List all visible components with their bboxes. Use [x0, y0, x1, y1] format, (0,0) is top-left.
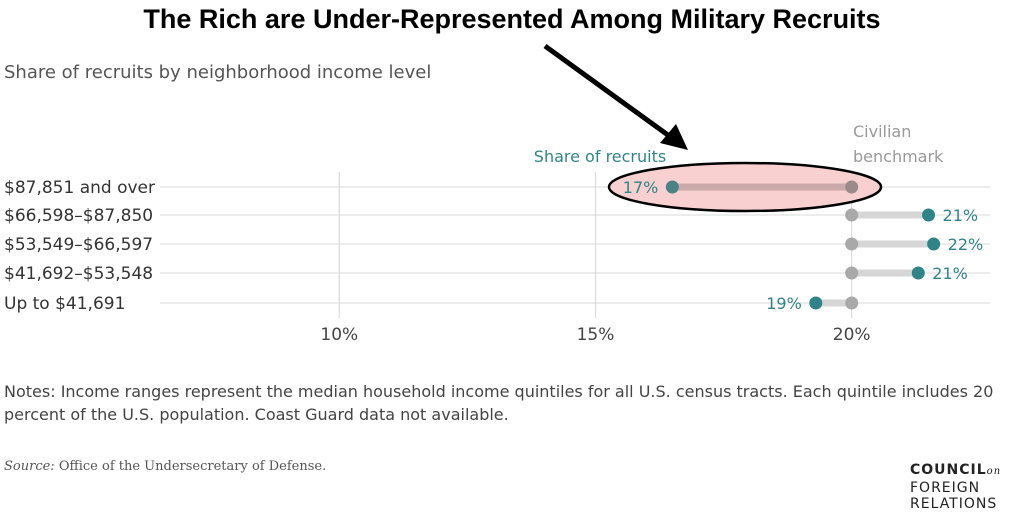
legend-recruits: Share of recruits — [534, 147, 666, 166]
legend-benchmark-line1: Civilian — [853, 122, 911, 141]
cfr-logo: COUNCILon FOREIGN RELATIONS — [910, 462, 1001, 512]
recruits-dot — [911, 266, 925, 280]
source-label: Source: — [4, 459, 55, 474]
category-label: $53,549–$66,597 — [4, 235, 153, 255]
recruits-dot — [665, 180, 679, 194]
chart-notes: Notes: Income ranges represent the media… — [4, 382, 994, 424]
logo-line-1: COUNCILon — [910, 462, 1002, 478]
recruits-dot — [927, 237, 941, 251]
benchmark-dot — [845, 180, 859, 194]
annotation-arrow-head — [660, 124, 688, 150]
data-label: 22% — [948, 235, 984, 254]
tick-label: 20% — [833, 325, 871, 345]
category-label: $66,598–$87,850 — [4, 206, 153, 226]
headline: The Rich are Under-Represented Among Mil… — [143, 4, 881, 34]
category-label: $87,851 and over — [4, 178, 155, 198]
logo-line-3: RELATIONS — [910, 496, 998, 512]
recruits-dot — [809, 296, 823, 310]
chart-subtitle: Share of recruits by neighborhood income… — [4, 62, 432, 83]
benchmark-dot — [845, 208, 859, 222]
source-line: Source: Office of the Undersecretary of … — [4, 459, 326, 474]
category-label: $41,692–$53,548 — [4, 264, 153, 284]
source-text: Office of the Undersecretary of Defense. — [58, 459, 327, 474]
data-label: 19% — [766, 294, 802, 313]
dot-plot: $87,851 and over $66,598–$87,850 $53,549–$… — [4, 43, 990, 345]
benchmark-dot — [845, 266, 859, 280]
benchmark-dot — [845, 237, 859, 251]
data-label: 21% — [943, 206, 979, 225]
benchmark-dot — [845, 296, 859, 310]
logo-line-2: FOREIGN — [910, 480, 981, 496]
legend-benchmark-line2: benchmark — [853, 147, 944, 166]
annotation-arrow-shaft — [543, 43, 674, 141]
data-label: 21% — [932, 264, 968, 283]
category-label: Up to $41,691 — [4, 294, 125, 314]
tick-label: 15% — [577, 325, 615, 345]
tick-label: 10% — [320, 325, 358, 345]
recruits-dot — [922, 208, 936, 222]
data-label: 17% — [623, 178, 659, 197]
